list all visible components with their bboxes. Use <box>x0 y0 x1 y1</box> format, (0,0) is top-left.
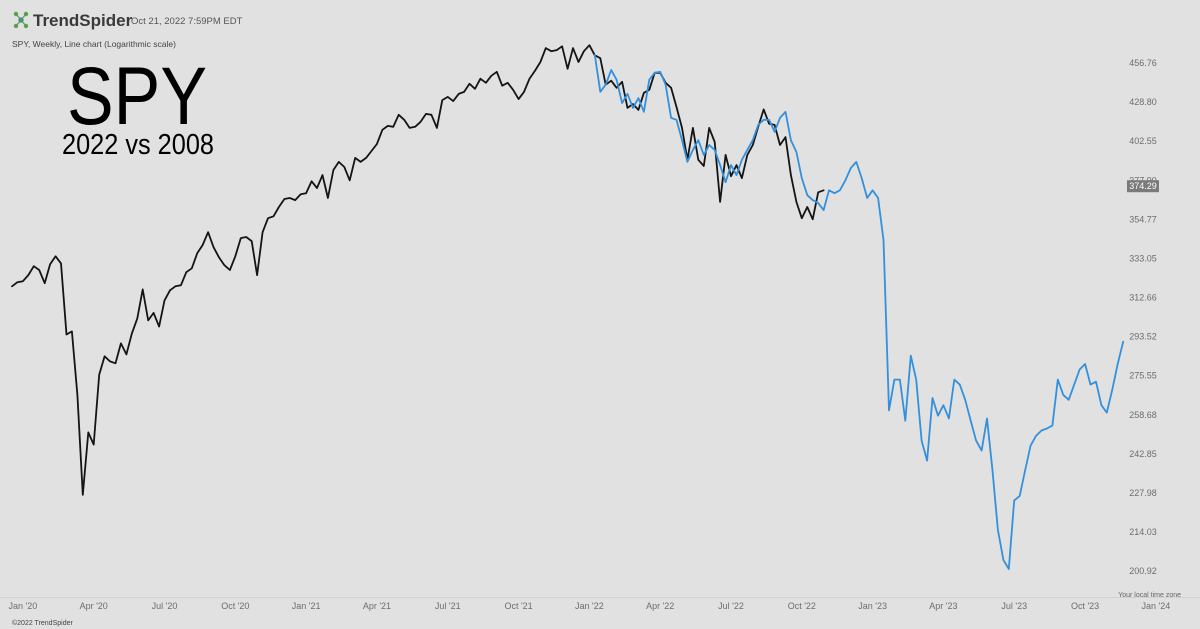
chart-subtitle: 2022 vs 2008 <box>62 129 214 161</box>
y-tick-label: 456.76 <box>1129 58 1157 68</box>
x-tick-label: Oct '20 <box>221 601 249 611</box>
logo-icon <box>13 11 29 29</box>
x-tick-label: Apr '20 <box>80 601 108 611</box>
footer: ©2022 TrendSpider <box>12 619 73 627</box>
x-tick-label: Jan '23 <box>858 601 887 611</box>
chart-title: SPY <box>67 51 207 142</box>
x-tick-label: Jan '22 <box>575 601 604 611</box>
series-line <box>11 44 825 496</box>
brand: TrendSpider <box>33 11 133 30</box>
x-tick-label: Jan '20 <box>9 601 38 611</box>
x-tick-label: Jul '22 <box>718 601 744 611</box>
y-tick-label: 214.03 <box>1129 527 1157 537</box>
timezone-note: Your local time zone <box>1118 592 1181 599</box>
x-tick-label: Oct '23 <box>1071 601 1099 611</box>
x-tick-label: Oct '22 <box>788 601 816 611</box>
x-tick-label: Jul '21 <box>435 601 461 611</box>
x-tick-label: Jul '20 <box>152 601 178 611</box>
y-tick-label: 354.77 <box>1129 214 1157 224</box>
y-tick-label: 333.05 <box>1129 253 1157 263</box>
last-value-label: 374.29 <box>1129 181 1157 191</box>
timestamp: Oct 21, 2022 7:59PM EDT <box>131 16 243 27</box>
y-tick-label: 293.52 <box>1129 332 1157 342</box>
y-tick-label: 258.68 <box>1129 410 1157 420</box>
y-tick-label: 242.85 <box>1129 449 1157 459</box>
x-tick-label: Apr '23 <box>929 601 957 611</box>
x-tick-label: Oct '21 <box>504 601 532 611</box>
x-tick-label: Jul '23 <box>1001 601 1027 611</box>
series-line <box>593 54 1125 570</box>
x-tick-label: Jan '24 <box>1141 601 1170 611</box>
y-tick-label: 428.80 <box>1129 97 1157 107</box>
y-tick-label: 200.92 <box>1129 566 1157 576</box>
y-tick-label: 275.55 <box>1129 371 1157 381</box>
x-tick-label: Apr '22 <box>646 601 674 611</box>
y-tick-label: 312.66 <box>1129 293 1157 303</box>
x-tick-label: Apr '21 <box>363 601 391 611</box>
last-value-box <box>1127 180 1159 193</box>
y-tick-label: 402.55 <box>1129 136 1157 146</box>
chart-label: SPY, Weekly, Line chart (Logarithmic sca… <box>12 39 176 49</box>
x-tick-label: Jan '21 <box>292 601 321 611</box>
y-tick-label: 227.98 <box>1129 488 1157 498</box>
